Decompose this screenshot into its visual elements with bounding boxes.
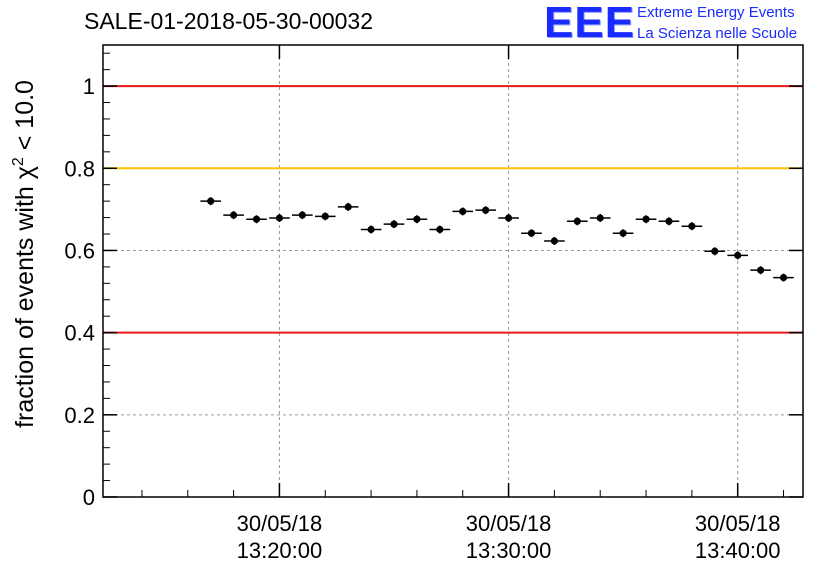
plot-frame	[102, 44, 804, 498]
logo-caption-line1: Extreme Energy Events	[637, 4, 795, 21]
eee-logo: EEE Extreme Energy Events La Scienza nel…	[544, 0, 834, 47]
x-tick-label-time: 13:20:00	[237, 538, 323, 563]
data-marker	[436, 225, 444, 234]
data-marker	[482, 206, 490, 214]
data-marker	[734, 251, 742, 259]
y-axis-label-superscript: 2	[10, 157, 27, 166]
data-point	[521, 229, 542, 238]
data-point	[681, 222, 703, 231]
data-point	[246, 215, 267, 224]
data-point	[475, 206, 496, 215]
data-marker	[757, 266, 765, 274]
data-point	[314, 212, 336, 221]
data-marker	[459, 207, 467, 216]
data-marker	[275, 214, 284, 222]
data-marker	[711, 247, 719, 255]
data-points	[200, 197, 794, 282]
data-point	[635, 215, 657, 224]
data-marker	[367, 225, 375, 234]
x-tick-label-date: 30/05/18	[466, 511, 552, 536]
data-marker	[230, 211, 238, 219]
data-point	[658, 217, 680, 226]
data-marker	[619, 229, 627, 237]
y-tick-label: 1	[83, 74, 95, 99]
data-point	[704, 247, 726, 256]
data-point	[589, 213, 611, 222]
y-tick-label: 0.8	[64, 156, 95, 181]
x-tick-label-date: 30/05/18	[695, 511, 781, 536]
reference-lines	[103, 85, 803, 334]
data-point	[200, 197, 222, 206]
data-marker	[665, 217, 673, 225]
logo-caption-line2: La Scienza nelle Scuole	[637, 25, 798, 42]
data-point	[223, 211, 244, 220]
data-marker	[596, 214, 604, 222]
data-marker	[527, 229, 536, 237]
x-tick-label-time: 13:30:00	[466, 538, 552, 563]
data-marker	[321, 212, 329, 220]
grid-lines	[103, 45, 803, 497]
data-marker	[779, 273, 788, 282]
data-marker	[252, 215, 261, 223]
data-marker	[390, 220, 398, 228]
y-axis-label: fraction of events with χ2 < 10.0	[10, 80, 39, 428]
data-point	[429, 225, 451, 234]
data-point	[612, 229, 634, 238]
x-tick-label-time: 13:40:00	[695, 538, 781, 563]
y-tick-label: 0.6	[64, 238, 95, 263]
data-point	[452, 207, 474, 216]
data-point	[337, 202, 359, 211]
data-point	[750, 266, 771, 275]
data-point	[498, 213, 519, 222]
data-point	[773, 273, 794, 282]
data-marker	[413, 215, 421, 223]
y-axis-label-suffix: < 10.0	[11, 80, 39, 157]
data-marker	[504, 214, 513, 222]
chart-title: SALE-01-2018-05-30-00032	[84, 8, 373, 34]
data-point	[406, 215, 428, 224]
y-tick-label: 0.2	[64, 403, 95, 428]
data-point	[383, 220, 405, 229]
data-marker	[688, 222, 696, 230]
data-marker	[573, 217, 581, 225]
data-point	[544, 237, 565, 246]
data-marker	[550, 237, 558, 245]
x-tick-label-date: 30/05/18	[237, 511, 323, 536]
data-point	[292, 211, 313, 220]
data-point	[566, 217, 588, 226]
data-marker	[207, 197, 215, 205]
data-point	[727, 251, 749, 260]
y-tick-label: 0	[83, 485, 95, 510]
data-point	[269, 213, 290, 222]
y-axis-label-prefix: fraction of events with χ	[11, 166, 39, 428]
axis-ticks: 00.20.40.60.8130/05/1813:20:0030/05/1813…	[64, 45, 803, 563]
data-point	[360, 225, 382, 234]
eee-logo-mark: EEE	[544, 0, 636, 47]
data-marker	[298, 211, 306, 219]
data-marker	[344, 203, 352, 211]
data-marker	[642, 215, 650, 223]
y-tick-label: 0.4	[64, 321, 95, 346]
